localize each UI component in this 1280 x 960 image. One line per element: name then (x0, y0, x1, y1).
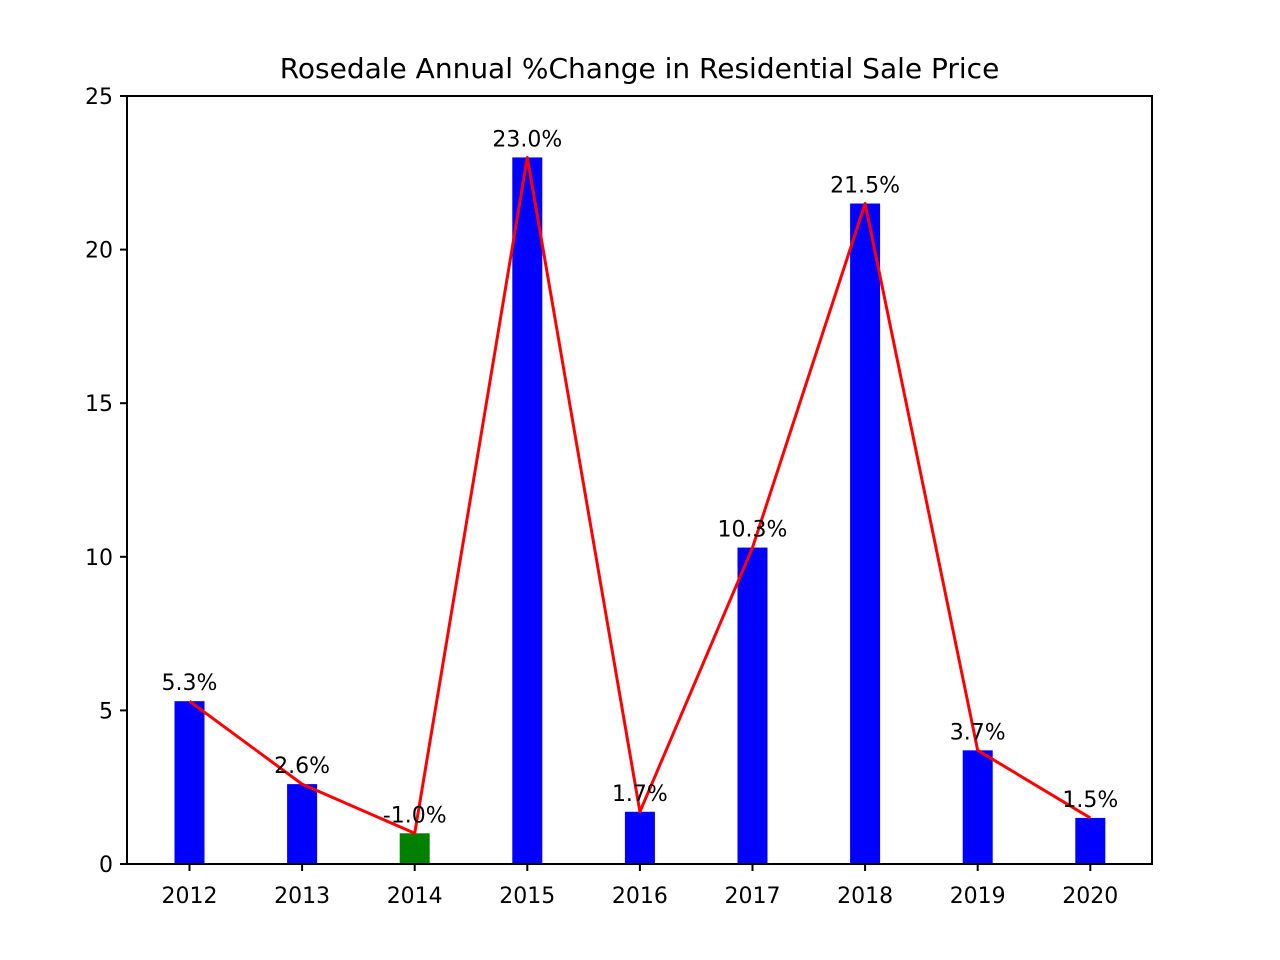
data-label-2013: 2.6% (274, 754, 330, 779)
bar-2017 (737, 547, 768, 864)
trend-line (188, 155, 1092, 835)
data-label-2018: 21.5% (830, 174, 900, 199)
y-tick-label-0: 0 (99, 853, 113, 878)
bar-2013 (287, 784, 318, 864)
data-label-2019: 3.7% (950, 720, 1006, 745)
x-tick-label-2019: 2019 (950, 884, 1006, 909)
bar-2018 (850, 203, 881, 864)
x-tick-label-2015: 2015 (499, 884, 555, 909)
x-tick-label-2016: 2016 (612, 884, 668, 909)
plot-frame (126, 95, 1153, 865)
bar-2014 (399, 833, 430, 864)
bar-2015 (512, 157, 543, 864)
bar-2019 (962, 750, 993, 864)
x-tick-label-2013: 2013 (274, 884, 330, 909)
x-tick-label-2017: 2017 (725, 884, 781, 909)
x-tick-label-2020: 2020 (1062, 884, 1118, 909)
x-tick-label-2012: 2012 (162, 884, 218, 909)
bar-2012 (174, 701, 205, 864)
x-tick-label-2018: 2018 (837, 884, 893, 909)
y-tick-label-5: 5 (99, 699, 113, 724)
y-tick-label-10: 10 (85, 546, 113, 571)
y-tick-label-20: 20 (85, 239, 113, 264)
data-label-2016: 1.7% (612, 782, 668, 807)
data-label-2017: 10.3% (718, 518, 788, 543)
data-label-2020: 1.5% (1062, 788, 1118, 813)
bar-2020 (1075, 817, 1106, 864)
data-label-2014: -1.0% (383, 803, 447, 828)
x-tick-label-2014: 2014 (387, 884, 443, 909)
data-label-2015: 23.0% (492, 127, 562, 152)
y-tick-label-25: 25 (85, 85, 113, 110)
bar-2016 (624, 811, 655, 864)
chart-title: Rosedale Annual %Change in Residential S… (280, 52, 1000, 85)
y-tick-label-15: 15 (85, 392, 113, 417)
data-label-2012: 5.3% (162, 671, 218, 696)
